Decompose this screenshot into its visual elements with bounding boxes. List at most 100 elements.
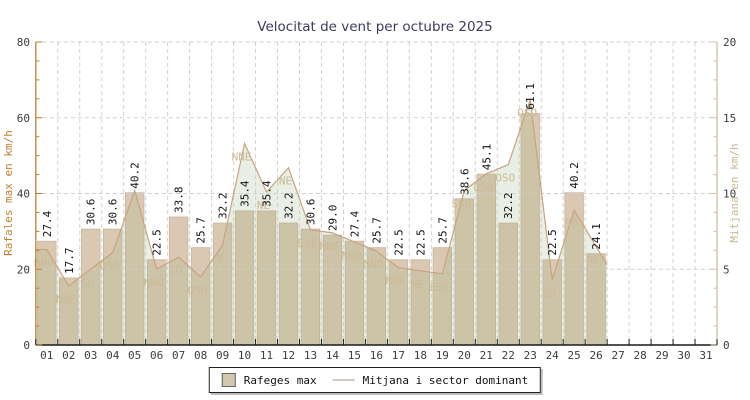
right-tick-label: 20 — [723, 36, 736, 49]
day-tick-label: 30 — [677, 349, 690, 362]
gust-value-label-24: 22.5 — [546, 229, 559, 256]
gust-value-label-15: 27.4 — [348, 210, 361, 237]
mitjana-area — [35, 99, 608, 345]
day-tick-label: 24 — [546, 349, 560, 362]
day-tick-label: 11 — [260, 349, 273, 362]
sector-label-13: ENE — [298, 237, 318, 250]
day-tick-label: 31 — [699, 349, 712, 362]
sector-label-22: OSO — [495, 172, 515, 185]
day-tick-label: 29 — [655, 349, 668, 362]
day-tick-label: 04 — [106, 349, 120, 362]
left-tick-label: 20 — [17, 263, 30, 276]
sector-label-19: ESE — [429, 281, 449, 294]
right-tick-label: 15 — [723, 112, 736, 125]
left-tick-label: 0 — [23, 339, 30, 352]
day-tick-label: 05 — [128, 349, 141, 362]
sector-label-07: SO — [169, 264, 182, 277]
day-tick-label: 03 — [84, 349, 97, 362]
gust-value-label-25: 40.2 — [568, 162, 581, 189]
sector-label-04: OSO — [100, 260, 120, 273]
day-tick-label: 14 — [326, 349, 340, 362]
gust-value-label-08: 25.7 — [195, 217, 208, 244]
gust-value-label-26: 24.1 — [590, 223, 603, 250]
day-tick-label: 07 — [172, 349, 185, 362]
gust-value-label-09: 32.2 — [217, 193, 230, 220]
day-tick-label: 26 — [590, 349, 603, 362]
day-tick-label: 17 — [392, 349, 405, 362]
day-tick-label: 19 — [436, 349, 449, 362]
day-tick-label: 09 — [216, 349, 229, 362]
right-axis-label: Mitjana en km/h — [728, 143, 741, 242]
sector-label-20: SSO — [451, 197, 471, 210]
legend-line-swatch-icon — [332, 379, 355, 381]
right-tick-label: 0 — [723, 339, 730, 352]
day-tick-label: 18 — [414, 349, 427, 362]
sector-label-06: NNO — [144, 276, 164, 289]
sector-label-03: SO — [81, 276, 94, 289]
gust-value-label-04: 30.6 — [107, 199, 120, 226]
gust-value-label-07: 33.8 — [173, 186, 186, 213]
left-axis-label: Rafales max en km/h — [2, 130, 15, 256]
sector-label-08: OSO — [188, 284, 208, 297]
sector-label-16: NNO — [363, 258, 383, 271]
sector-label-18: NE — [411, 278, 424, 291]
sector-label-26: NE — [587, 254, 600, 267]
sector-label-15: NNO — [341, 249, 361, 262]
day-tick-label: 25 — [568, 349, 581, 362]
gust-value-label-23: 61.1 — [524, 83, 537, 110]
gust-value-label-11: 35.4 — [261, 180, 274, 207]
gust-value-label-17: 22.5 — [392, 229, 405, 256]
sector-label-14: NNE — [320, 240, 340, 253]
gust-value-label-18: 22.5 — [414, 229, 427, 256]
day-tick-label: 15 — [348, 349, 361, 362]
day-tick-label: 16 — [370, 349, 383, 362]
gust-value-label-06: 22.5 — [151, 229, 164, 256]
legend-line-label: Mitjana i sector dominant — [362, 373, 529, 387]
day-tick-label: 10 — [238, 349, 251, 362]
day-tick-label: 12 — [282, 349, 295, 362]
gust-value-label-12: 32.2 — [283, 193, 296, 220]
gust-value-label-03: 30.6 — [85, 199, 98, 226]
gust-value-label-20: 38.6 — [458, 168, 471, 195]
gust-value-label-01: 27.4 — [41, 210, 54, 237]
day-tick-label: 22 — [502, 349, 515, 362]
sector-label-09: N — [216, 252, 223, 265]
chart-title: Velocitat de vent per octubre 2025 — [257, 19, 492, 35]
right-tick-label: 5 — [723, 263, 730, 276]
sector-label-17: NNE — [385, 275, 405, 288]
right-tick-label: 10 — [723, 188, 736, 201]
day-tick-label: 28 — [633, 349, 646, 362]
gust-value-label-14: 29.0 — [326, 205, 339, 232]
day-tick-label: 20 — [458, 349, 471, 362]
sector-label-02: NNE — [56, 293, 76, 306]
legend-bar-label: Rafeges max — [243, 373, 317, 387]
day-tick-label: 21 — [480, 349, 493, 362]
gust-value-label-21: 45.1 — [480, 144, 493, 171]
sector-label-25: SO — [565, 217, 578, 230]
legend: Rafeges max Mitjana i sector dominant — [208, 367, 542, 393]
day-tick-label: 02 — [62, 349, 75, 362]
gust-value-label-19: 25.7 — [436, 217, 449, 244]
legend-bar-swatch-icon — [221, 373, 236, 387]
day-tick-label: 23 — [524, 349, 537, 362]
mitjana-line — [35, 99, 608, 287]
day-tick-label: 06 — [150, 349, 163, 362]
gust-value-label-02: 17.7 — [63, 247, 76, 274]
gust-value-label-22: 32.2 — [502, 193, 515, 220]
left-tick-label: 80 — [17, 36, 30, 49]
gust-value-label-16: 25.7 — [370, 217, 383, 244]
sector-label-01: NNO — [34, 257, 54, 270]
left-tick-label: 60 — [17, 112, 30, 125]
gust-value-label-10: 35.4 — [239, 180, 252, 207]
sector-label-10: NNE — [232, 151, 252, 164]
gust-value-label-05: 40.2 — [129, 162, 142, 189]
day-tick-label: 08 — [194, 349, 207, 362]
sector-label-11: NE — [257, 199, 270, 212]
sector-label-23: OSO — [517, 107, 537, 120]
sector-label-12: NE — [279, 175, 292, 188]
left-tick-label: 40 — [17, 188, 30, 201]
gust-value-label-13: 30.6 — [304, 199, 317, 226]
